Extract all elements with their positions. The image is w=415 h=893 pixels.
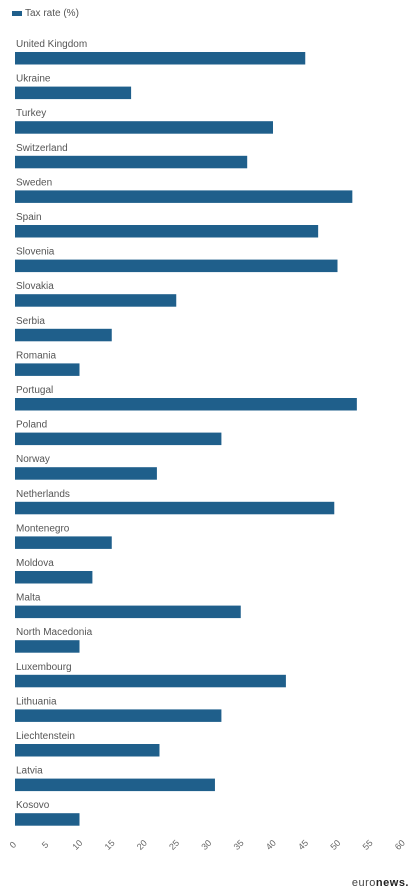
euronews-logo: euronews. bbox=[352, 877, 409, 889]
category-label-poland: Poland bbox=[16, 420, 47, 431]
x-tick-label-15: 15 bbox=[103, 838, 117, 852]
category-label-moldova: Moldova bbox=[16, 558, 54, 569]
category-label-united-kingdom: United Kingdom bbox=[16, 39, 87, 50]
x-tick-label-0: 0 bbox=[8, 840, 19, 851]
category-label-netherlands: Netherlands bbox=[16, 489, 70, 500]
category-label-switzerland: Switzerland bbox=[16, 143, 68, 154]
legend-swatch bbox=[12, 11, 22, 16]
x-tick-label-30: 30 bbox=[199, 838, 213, 852]
category-label-north-macedonia: North Macedonia bbox=[16, 627, 93, 638]
bar-latvia bbox=[15, 778, 215, 792]
bar-united-kingdom bbox=[15, 52, 306, 65]
category-label-luxembourg: Luxembourg bbox=[16, 662, 72, 673]
bar-serbia bbox=[15, 328, 112, 342]
category-label-serbia: Serbia bbox=[16, 316, 45, 327]
category-label-kosovo: Kosovo bbox=[16, 800, 50, 811]
bar-slovakia bbox=[15, 294, 177, 307]
bar-lithuania bbox=[15, 709, 222, 722]
bar-poland bbox=[15, 432, 222, 446]
bar-slovenia bbox=[15, 259, 338, 273]
bar-north-macedonia bbox=[15, 640, 80, 653]
x-tick-label-45: 45 bbox=[296, 838, 310, 852]
bar-malta bbox=[15, 605, 241, 619]
x-tick-label-5: 5 bbox=[40, 840, 51, 851]
legend-label: Tax rate (%) bbox=[25, 8, 79, 19]
category-label-portugal: Portugal bbox=[16, 385, 53, 396]
bar-luxembourg bbox=[15, 674, 286, 688]
category-label-montenegro: Montenegro bbox=[16, 523, 70, 534]
bar-romania bbox=[15, 363, 80, 376]
x-tick-label-50: 50 bbox=[328, 838, 342, 852]
category-label-ukraine: Ukraine bbox=[16, 74, 51, 85]
category-label-norway: Norway bbox=[16, 454, 50, 465]
category-label-latvia: Latvia bbox=[16, 766, 43, 777]
chart-legend: Tax rate (%) bbox=[12, 8, 79, 19]
brand-suffix: news. bbox=[375, 877, 409, 889]
category-label-sweden: Sweden bbox=[16, 177, 52, 188]
bar-moldova bbox=[15, 571, 93, 584]
category-label-liechtenstein: Liechtenstein bbox=[16, 731, 75, 742]
category-label-slovakia: Slovakia bbox=[16, 281, 54, 292]
bar-spain bbox=[15, 225, 319, 238]
category-label-slovenia: Slovenia bbox=[16, 247, 55, 258]
bar-norway bbox=[15, 467, 157, 480]
category-label-turkey: Turkey bbox=[16, 108, 46, 119]
bar-ukraine bbox=[15, 86, 132, 100]
bar-portugal bbox=[15, 398, 357, 411]
x-tick-label-20: 20 bbox=[135, 838, 149, 852]
x-tick-label-60: 60 bbox=[393, 838, 407, 852]
x-tick-label-10: 10 bbox=[70, 838, 84, 852]
bar-switzerland bbox=[15, 155, 248, 169]
category-label-malta: Malta bbox=[16, 593, 41, 604]
bar-kosovo bbox=[15, 813, 80, 826]
category-label-lithuania: Lithuania bbox=[16, 696, 57, 707]
x-tick-label-35: 35 bbox=[232, 838, 246, 852]
x-tick-label-25: 25 bbox=[167, 838, 181, 852]
bar-turkey bbox=[15, 121, 273, 134]
bar-netherlands bbox=[15, 501, 335, 515]
bar-liechtenstein bbox=[15, 744, 160, 757]
x-tick-label-40: 40 bbox=[264, 838, 278, 852]
bar-montenegro bbox=[15, 536, 112, 549]
brand-prefix: euro bbox=[351, 877, 376, 889]
bar-sweden bbox=[15, 190, 353, 203]
category-label-spain: Spain bbox=[16, 212, 42, 223]
category-label-romania: Romania bbox=[16, 350, 56, 361]
x-tick-label-55: 55 bbox=[361, 838, 375, 852]
